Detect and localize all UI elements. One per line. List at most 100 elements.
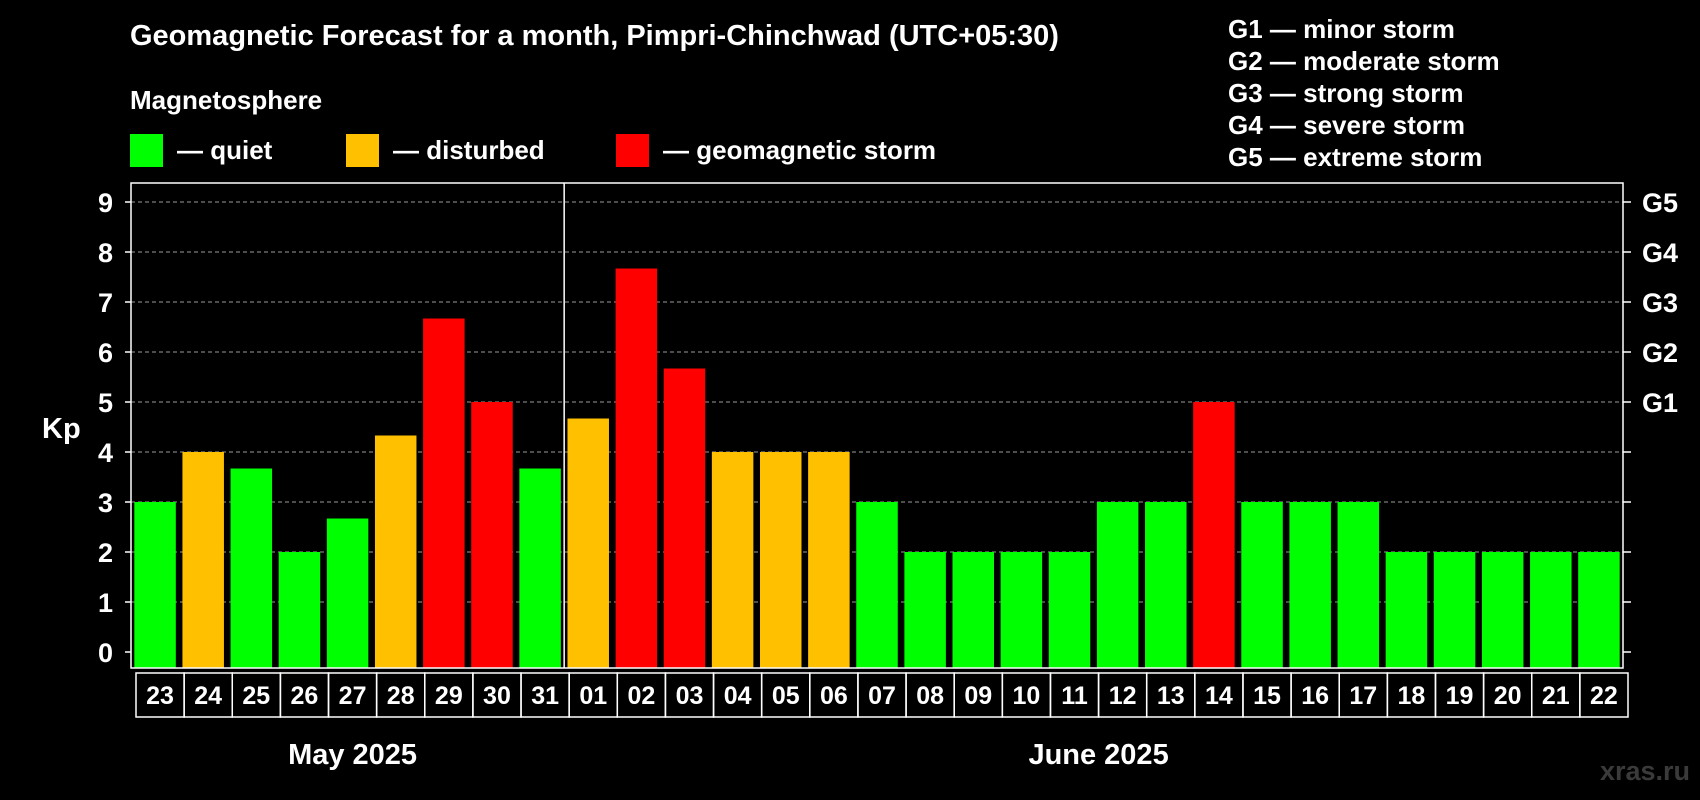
date-label-11: 11 bbox=[1061, 682, 1088, 710]
legend-label-storm: — geomagnetic storm bbox=[663, 135, 937, 165]
y-tick-label-0: 0 bbox=[98, 638, 113, 668]
date-label-24: 24 bbox=[194, 682, 222, 710]
bar-04 bbox=[711, 452, 754, 668]
date-label-30: 30 bbox=[483, 682, 511, 710]
date-label-01: 01 bbox=[579, 682, 607, 710]
bar-15 bbox=[1241, 502, 1283, 668]
y-tick-label-2: 2 bbox=[98, 538, 113, 568]
bar-29 bbox=[423, 318, 465, 668]
bar-28 bbox=[374, 435, 417, 668]
date-label-14: 14 bbox=[1205, 682, 1233, 710]
date-label-02: 02 bbox=[627, 682, 655, 710]
bar-23 bbox=[134, 502, 176, 668]
date-label-20: 20 bbox=[1494, 682, 1522, 710]
bar-25 bbox=[230, 468, 273, 668]
storm-scale-g2: G2 — moderate storm bbox=[1228, 46, 1500, 76]
date-label-13: 13 bbox=[1157, 682, 1185, 710]
date-label-10: 10 bbox=[1012, 682, 1040, 710]
date-label-25: 25 bbox=[242, 682, 270, 710]
bar-06 bbox=[808, 452, 850, 668]
bar-13 bbox=[1145, 502, 1187, 668]
storm-scale-g1: G1 — minor storm bbox=[1228, 14, 1455, 44]
y-tick-label-9: 9 bbox=[98, 188, 113, 218]
date-label-28: 28 bbox=[387, 682, 415, 710]
dates-layer: 23 24 25 26 27 28 29 30 31 01 02 03 04 05 06 07 08 09 10 11… bbox=[135, 672, 1629, 771]
month-label-0: May 2025 bbox=[288, 739, 417, 771]
bar-03 bbox=[663, 368, 706, 668]
storm-scale-g3: G3 — strong storm bbox=[1228, 78, 1464, 108]
bar-22 bbox=[1578, 552, 1620, 668]
bar-21 bbox=[1530, 552, 1572, 668]
y-axis-label: Kp bbox=[42, 413, 81, 445]
date-label-04: 04 bbox=[724, 682, 752, 710]
date-label-12: 12 bbox=[1109, 682, 1137, 710]
bar-24 bbox=[182, 452, 224, 668]
bar-17 bbox=[1337, 502, 1380, 668]
bar-14 bbox=[1193, 402, 1235, 668]
date-label-31: 31 bbox=[531, 682, 559, 710]
bar-02 bbox=[615, 268, 658, 668]
bar-08 bbox=[904, 552, 946, 668]
bar-09 bbox=[952, 552, 995, 668]
date-label-05: 05 bbox=[772, 682, 800, 710]
bar-26 bbox=[278, 552, 321, 668]
bar-31 bbox=[519, 468, 561, 668]
y-tick-label-1: 1 bbox=[98, 588, 113, 618]
g-level-label-g5: G5 bbox=[1642, 188, 1678, 218]
legend-label-disturbed: — disturbed bbox=[393, 135, 545, 165]
date-label-18: 18 bbox=[1398, 682, 1426, 710]
g-level-label-g1: G1 bbox=[1642, 388, 1678, 418]
bar-30 bbox=[471, 402, 513, 668]
bar-27 bbox=[326, 518, 369, 668]
y-tick-label-6: 6 bbox=[98, 338, 113, 368]
bar-11 bbox=[1048, 552, 1091, 668]
date-label-16: 16 bbox=[1301, 682, 1329, 710]
chart-title: Geomagnetic Forecast for a month, Pimpri… bbox=[130, 20, 1059, 52]
date-label-03: 03 bbox=[676, 682, 704, 710]
date-label-07: 07 bbox=[868, 682, 896, 710]
y-tick-label-7: 7 bbox=[98, 288, 113, 318]
date-label-29: 29 bbox=[435, 682, 463, 710]
date-label-26: 26 bbox=[291, 682, 319, 710]
date-label-21: 21 bbox=[1542, 682, 1570, 710]
date-label-23: 23 bbox=[146, 682, 174, 710]
date-label-09: 09 bbox=[964, 682, 992, 710]
plot-frame bbox=[130, 182, 1624, 669]
g-level-label-g2: G2 bbox=[1642, 338, 1678, 368]
g-level-label-g3: G3 bbox=[1642, 288, 1678, 318]
storm-scale-list: G1 — minor storm G2 — moderate storm G3 … bbox=[1228, 13, 1500, 173]
storm-scale-g4: G4 — severe storm bbox=[1228, 110, 1466, 140]
bar-16 bbox=[1289, 502, 1331, 668]
legend-item-storm: — geomagnetic storm bbox=[616, 134, 936, 167]
legend-swatch-storm bbox=[616, 134, 649, 167]
month-label-1: June 2025 bbox=[1028, 739, 1168, 771]
storm-scale-g5: G5 — extreme storm bbox=[1228, 142, 1483, 172]
bar-10 bbox=[1000, 552, 1043, 668]
legend-item-disturbed: — disturbed bbox=[346, 134, 545, 167]
y-tick-label-5: 5 bbox=[98, 388, 113, 418]
bar-12 bbox=[1096, 502, 1139, 668]
date-label-19: 19 bbox=[1446, 682, 1474, 710]
y-tick-label-4: 4 bbox=[98, 438, 113, 468]
date-label-17: 17 bbox=[1349, 682, 1377, 710]
bar-18 bbox=[1385, 552, 1428, 668]
date-label-15: 15 bbox=[1253, 682, 1281, 710]
date-label-27: 27 bbox=[339, 682, 367, 710]
y-tick-label-8: 8 bbox=[98, 238, 113, 268]
bar-19 bbox=[1433, 552, 1476, 668]
bar-01 bbox=[567, 418, 609, 668]
legend-label-quiet: — quiet bbox=[177, 135, 273, 165]
legend-item-quiet: — quiet bbox=[130, 134, 272, 167]
date-box-22 bbox=[1579, 672, 1629, 718]
axis-layer: 0 1 2 3 4 5 6 7 8 9 Kp G1 G2 G3 G4 G5 bbox=[42, 182, 1678, 669]
date-label-06: 06 bbox=[820, 682, 848, 710]
bar-20 bbox=[1481, 552, 1524, 668]
g-level-label-g4: G4 bbox=[1642, 238, 1678, 268]
legend-swatch-quiet bbox=[130, 134, 163, 167]
date-label-08: 08 bbox=[916, 682, 944, 710]
watermark: xras.ru bbox=[1599, 756, 1690, 786]
bars-layer bbox=[134, 268, 1620, 668]
bar-07 bbox=[856, 502, 898, 668]
legend-heading: Magnetosphere bbox=[130, 85, 323, 115]
